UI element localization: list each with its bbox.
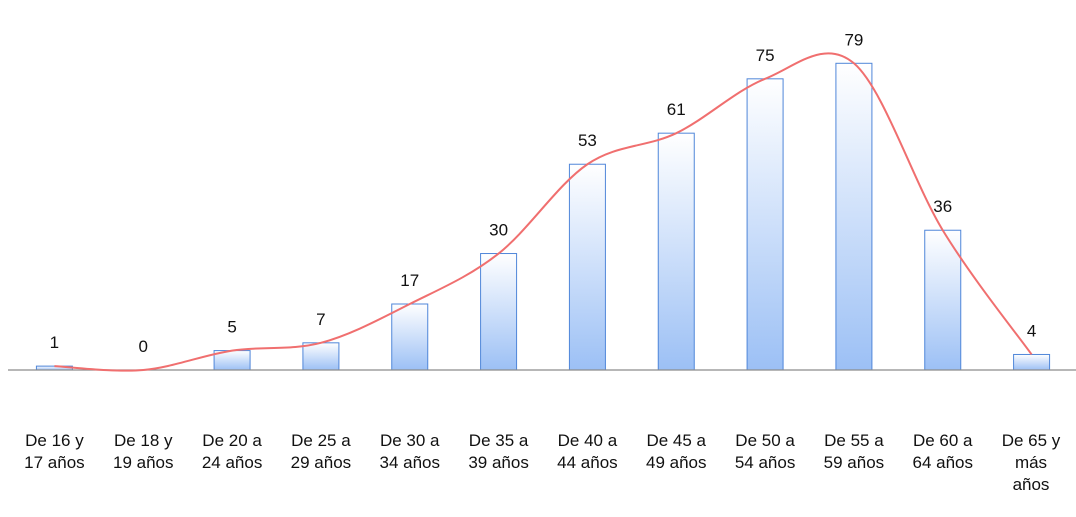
category-label-12: De 65 y más años (1001, 431, 1061, 494)
data-labels-group: 1 0 5 7 17 30 53 61 75 79 36 4 (50, 30, 1037, 356)
category-label-10: De 55 a 59 años (823, 431, 885, 472)
category-label-2: De 18 y 19 años (113, 431, 174, 472)
bar-4 (302, 342, 340, 371)
bar-8 (657, 132, 695, 371)
bar-6 (480, 253, 518, 371)
bar-5 (391, 303, 429, 371)
category-label-6: De 35 a 39 años (468, 431, 529, 472)
data-label-8: 61 (667, 100, 686, 119)
data-label-7: 53 (578, 131, 597, 150)
data-label-1: 1 (50, 333, 59, 352)
category-label-9: De 50 a 54 años (734, 431, 796, 472)
category-label-5: De 30 a 34 años (379, 431, 441, 472)
data-label-9: 75 (756, 46, 775, 65)
category-label-3: De 20 a 24 años (201, 431, 263, 472)
trend-line (54, 52, 1033, 372)
data-label-5: 17 (400, 271, 419, 290)
bar-7 (568, 163, 606, 371)
data-label-3: 5 (227, 318, 236, 337)
category-label-1: De 16 y 17 años (24, 431, 85, 472)
bar-9 (746, 78, 784, 371)
bar-12 (1013, 353, 1051, 371)
bar-10 (835, 62, 873, 371)
category-label-7: De 40 a 44 años (557, 431, 618, 472)
data-label-4: 7 (316, 310, 325, 329)
bars-group (35, 62, 1051, 371)
category-label-11: De 60 a 64 años (912, 431, 974, 472)
data-label-2: 0 (139, 337, 148, 356)
data-label-10: 79 (844, 30, 863, 49)
category-label-4: De 25 a 29 años (290, 431, 352, 472)
data-label-11: 36 (933, 197, 952, 216)
category-label-8: De 45 a 49 años (646, 431, 707, 472)
data-label-6: 30 (489, 221, 508, 240)
data-label-12: 4 (1027, 321, 1036, 340)
